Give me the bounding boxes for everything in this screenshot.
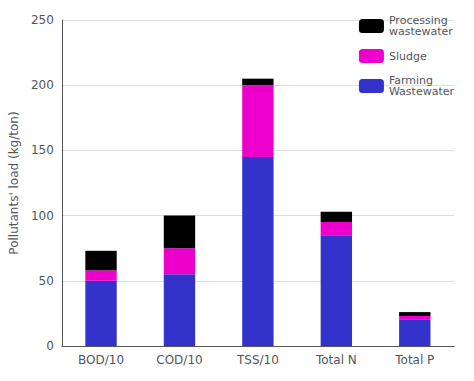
svg-text:Total N: Total N [315,353,357,367]
svg-text:BOD/10: BOD/10 [78,353,124,367]
svg-text:0: 0 [46,339,54,353]
svg-text:Processing: Processing [388,14,448,27]
svg-text:TSS/10: TSS/10 [236,353,279,367]
svg-text:200: 200 [31,78,54,92]
svg-text:Total P: Total P [394,353,434,367]
svg-text:150: 150 [31,143,54,157]
svg-text:50: 50 [39,274,54,288]
svg-text:100: 100 [31,209,54,223]
svg-text:Farming: Farming [388,74,434,87]
svg-text:wastewater: wastewater [389,25,453,38]
svg-text:Sludge: Sludge [389,50,427,63]
svg-text:Pollutants' load (kg/ton): Pollutants' load (kg/ton) [7,111,21,254]
svg-text:COD/10: COD/10 [156,353,202,367]
svg-text:250: 250 [31,13,54,27]
svg-text:Wastewater: Wastewater [389,85,455,98]
